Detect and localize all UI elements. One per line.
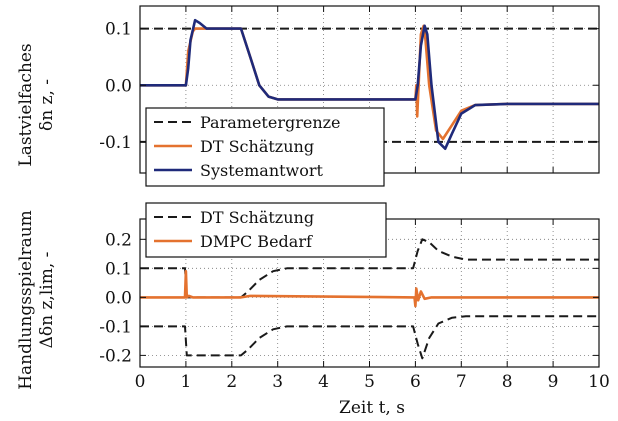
top-legend: Parametergrenze DT Schätzung Systemantwort [145, 107, 385, 187]
top-series-2-line-0 [140, 18, 599, 150]
bottom-xtick-label-7: 7 [456, 372, 467, 392]
bottom-panel: -0.2 -0.1 0.0 0.1 0.2 0 1 2 3 4 5 6 7 8 9 10 DT Schätzun… [99, 202, 610, 392]
bottom-series-group [140, 238, 599, 360]
bottom-ytick-label-1: -0.1 [99, 317, 132, 337]
bottom-xtick-label-9: 9 [548, 372, 559, 392]
bottom-xtick-label-4: 4 [318, 372, 329, 392]
top-ytick-label-1: 0.0 [105, 76, 132, 96]
top-legend-label-1: DT Schätzung [200, 137, 314, 156]
top-ylabel-line1: Lastvielfaches [16, 43, 36, 166]
bottom-legend-box [145, 202, 387, 258]
bottom-legend-label-1: DMPC Bedarf [200, 232, 313, 251]
top-panel: -0.1 0.0 0.1 Parametergrenze DT Schätzung Sys… [99, 5, 600, 187]
bottom-xtick-label-10: 10 [588, 372, 610, 392]
bottom-xtick-label-2: 2 [226, 372, 237, 392]
top-ylabel-line2: δn z, - [37, 79, 57, 131]
bottom-legend-label-0: DT Schätzung [200, 208, 314, 227]
bottom-xtick-label-3: 3 [272, 372, 283, 392]
top-series-1-line-0 [140, 24, 599, 141]
top-legend-label-0: Parametergrenze [200, 113, 341, 132]
bottom-series-0-line-1 [140, 315, 599, 360]
bottom-ylabel-line2: Δδn z,lim, - [37, 252, 57, 349]
bottom-xtick-label-8: 8 [502, 372, 513, 392]
top-ytick-label-0: -0.1 [99, 133, 132, 153]
bottom-ytick-label-4: 0.2 [105, 230, 132, 250]
bottom-xtick-label-0: 0 [135, 372, 146, 392]
bottom-y-axis-label: Handlungsspielraum Δδn z,lim, - [16, 210, 57, 390]
bottom-series-1-line-0 [140, 269, 599, 308]
bottom-xtick-label-1: 1 [180, 372, 191, 392]
bottom-ylabel-line1: Handlungsspielraum [16, 210, 36, 390]
bottom-ytick-label-2: 0.0 [105, 288, 132, 308]
top-ytick-label-2: 0.1 [105, 20, 132, 40]
bottom-legend: DT Schätzung DMPC Bedarf [145, 202, 387, 258]
top-y-axis-label: Lastvielfaches δn z, - [16, 43, 57, 166]
bottom-xtick-label-6: 6 [410, 372, 421, 392]
bottom-xtick-label-5: 5 [364, 372, 375, 392]
x-axis-label: Zeit t, s [339, 398, 405, 418]
top-legend-label-2: Systemantwort [200, 161, 324, 180]
bottom-ytick-label-3: 0.1 [105, 259, 132, 279]
bottom-ytick-label-0: -0.2 [99, 346, 132, 366]
